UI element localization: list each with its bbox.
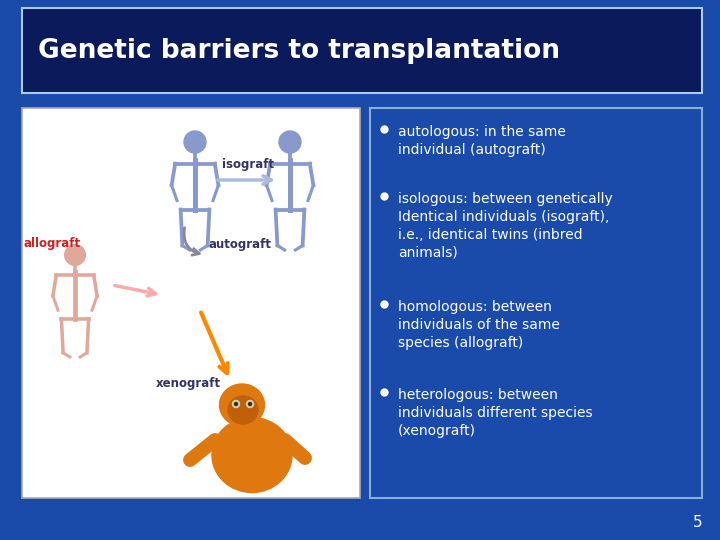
Text: autograft: autograft [209, 238, 271, 251]
Circle shape [279, 130, 302, 154]
Text: heterologous: between
individuals different species
(xenograft): heterologous: between individuals differ… [398, 388, 593, 438]
Ellipse shape [228, 396, 258, 424]
Ellipse shape [212, 417, 292, 492]
Text: Genetic barriers to transplantation: Genetic barriers to transplantation [38, 37, 560, 64]
Ellipse shape [220, 384, 264, 426]
FancyBboxPatch shape [370, 108, 702, 498]
Text: xenograft: xenograft [156, 377, 220, 390]
FancyBboxPatch shape [22, 8, 702, 93]
Text: allograft: allograft [24, 237, 81, 250]
Circle shape [235, 402, 238, 406]
Text: isologous: between genetically
Identical individuals (isograft),
i.e., identical: isologous: between genetically Identical… [398, 192, 613, 260]
Circle shape [246, 401, 253, 408]
Text: autologous: in the same
individual (autograft): autologous: in the same individual (auto… [398, 125, 566, 157]
FancyBboxPatch shape [22, 108, 360, 498]
Ellipse shape [234, 409, 252, 421]
Circle shape [248, 402, 251, 406]
Circle shape [184, 130, 207, 154]
Text: 5: 5 [693, 515, 703, 530]
Text: isograft: isograft [222, 158, 274, 171]
Circle shape [233, 401, 240, 408]
Text: homologous: between
individuals of the same
species (allograft): homologous: between individuals of the s… [398, 300, 560, 350]
Circle shape [64, 244, 86, 266]
